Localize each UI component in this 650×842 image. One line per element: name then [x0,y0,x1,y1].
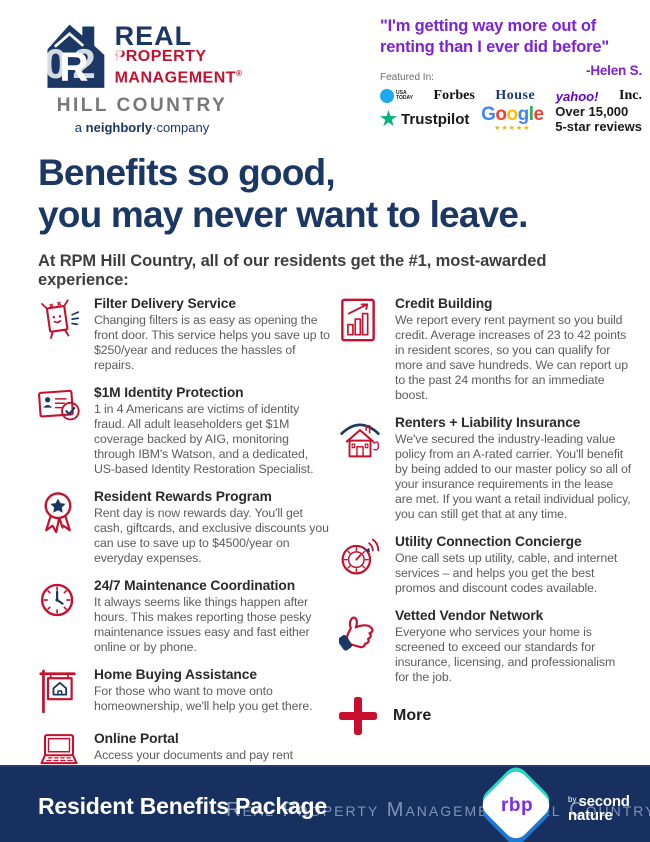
benefit-more: More [339,697,632,735]
clock-icon [40,583,74,617]
quote-line1: "I'm getting way more out of [380,17,597,35]
filter-delivery-icon [40,299,80,339]
benefit-renters-insurance: Renters + Liability Insurance We've secu… [339,415,632,522]
laptop-icon [40,734,78,765]
svg-text:R: R [59,44,88,90]
benefits-right-column: Credit Building We report every rent pay… [337,296,632,790]
testimonial-quote: "I'm getting way more out of renting tha… [380,16,642,81]
credit-chart-icon [341,298,375,342]
benefit-home-buying: Home Buying Assistance For those who wan… [38,667,331,719]
logo-word-property: PROPERTY [114,48,207,65]
yahoo-logo: yahoo! [555,88,599,104]
house-beautiful-logo: House [495,88,536,103]
rbp-badge-icon: rbp [477,762,555,842]
quote-line2: renting than I ever did before" [380,38,609,56]
reviews-section: ★ Trustpilot Google ★★★★★ Over 15,000 5-s… [380,104,642,134]
more-label: More [393,707,432,724]
footer-title: Resident Benefits Package [38,793,328,819]
hero-section: Benefits so good, you may never want to … [38,152,632,290]
usa-today-logo: USA TODAY [380,89,413,103]
logo-region: HILL COUNTRY [56,95,228,116]
home-sign-icon [39,669,76,714]
insured-house-icon [340,423,380,458]
page-title: Benefits so good, you may never want to … [38,152,528,235]
plus-icon [339,697,377,735]
identity-protection-icon [38,389,80,421]
second-nature-logo: by second nature [568,793,630,824]
benefit-vendor-network: Vetted Vendor Network Everyone who servi… [337,608,632,685]
benefit-credit-building: Credit Building We report every rent pay… [339,296,632,403]
rewards-medal-icon [44,492,72,534]
rpm-house-icon: R [47,24,104,90]
logo-word-management: MANAGEMENT® [114,69,243,87]
google-logo: Google ★★★★★ [481,104,544,132]
rpm-logo: R REAL PROPERTY MANAGEMENT® HILL COUNTRY… [36,18,248,135]
registered-mark-icon: ® [236,69,243,78]
usa-today-circle-icon [380,89,394,103]
utility-dial-icon [341,538,380,575]
trustpilot-star-icon: ★ [380,108,398,130]
logo-tagline: a neighborly·company [74,120,210,135]
benefit-maintenance: 24/7 Maintenance Coordination It always … [38,578,331,655]
benefit-identity-protection: $1M Identity Protection 1 in 4 Americans… [38,385,331,477]
review-count: Over 15,000 5-star reviews [555,104,642,134]
trustpilot-logo: ★ Trustpilot [380,108,470,130]
hero-subtitle: At RPM Hill Country, all of our resident… [38,252,547,289]
benefit-filter-delivery: Filter Delivery Service Changing filters… [38,296,331,373]
ghost-page-overlay: 027 [44,40,130,87]
logo-word-real: REAL [114,21,193,51]
benefits-grid: Filter Delivery Service Changing filters… [38,296,632,790]
benefit-rewards: Resident Rewards Program Rent day is now… [38,489,331,566]
featured-in-section: Featured In: USA TODAY Forbes House yahoo… [380,72,642,104]
footer-bar: Real Property Management Hill Country Re… [0,762,650,842]
thumbs-up-icon [337,616,374,651]
five-stars-icon: ★★★★★ [494,125,531,132]
inc-logo: Inc. [619,88,642,103]
benefits-left-column: Filter Delivery Service Changing filters… [38,296,331,790]
benefit-utility-concierge: Utility Connection Concierge One call se… [339,534,632,596]
quote-attribution: -Helen S. [586,63,642,78]
forbes-logo: Forbes [433,88,475,103]
featured-in-label: Featured In: [380,72,434,83]
rbp-badge-label: rbp [500,795,534,816]
